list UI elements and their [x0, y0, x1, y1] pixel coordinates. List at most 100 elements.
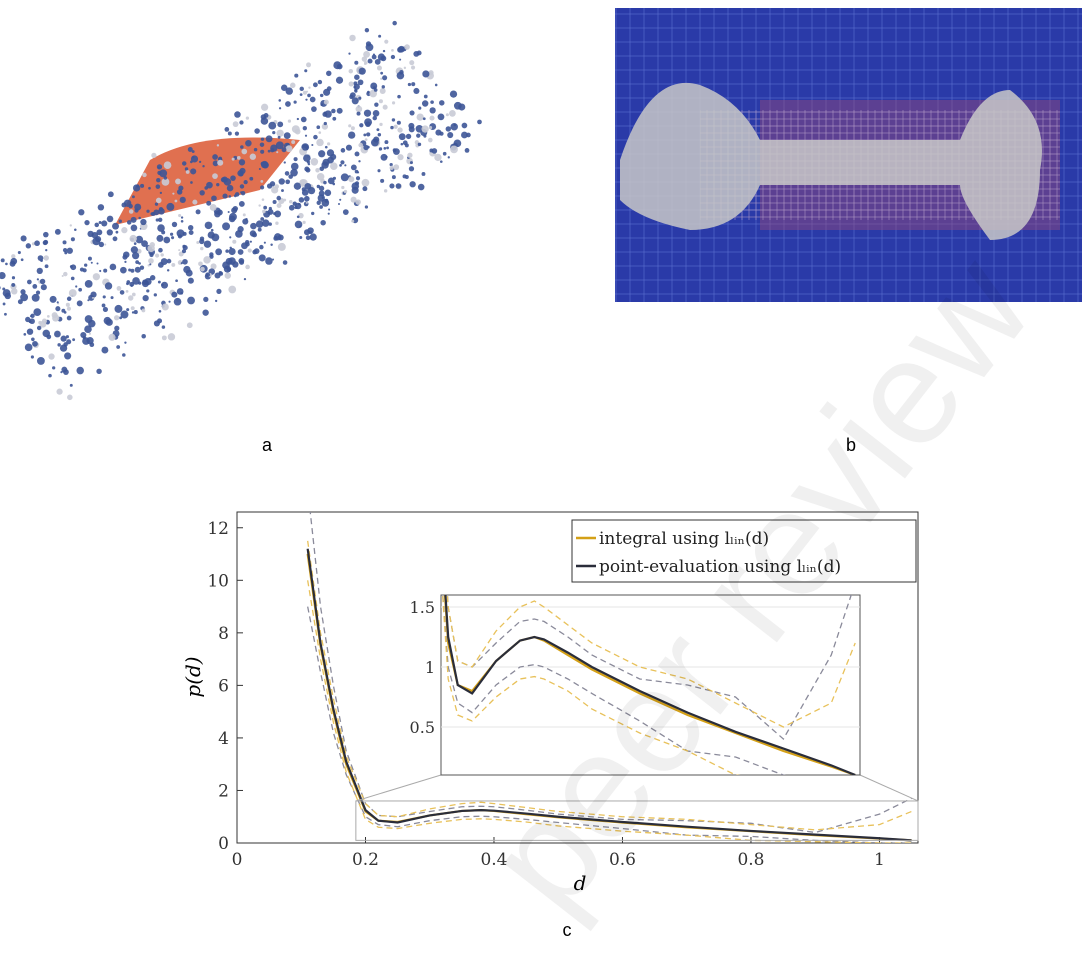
particle	[115, 230, 119, 234]
particle	[138, 281, 142, 285]
particle	[182, 258, 188, 265]
particle	[202, 165, 205, 168]
particle	[135, 235, 144, 244]
particle	[87, 230, 94, 238]
particle	[39, 278, 46, 285]
particle	[319, 93, 324, 98]
particle	[305, 235, 311, 241]
particle	[99, 269, 102, 273]
particle	[417, 183, 425, 191]
particle	[29, 318, 35, 325]
particle	[327, 177, 335, 185]
particle	[78, 209, 85, 216]
particle	[228, 215, 236, 223]
particle	[251, 232, 257, 238]
particle	[27, 279, 32, 285]
particle	[92, 237, 101, 246]
particle	[421, 125, 429, 133]
particle	[149, 275, 156, 281]
particle	[294, 220, 303, 229]
particle	[332, 116, 337, 121]
particle	[54, 330, 61, 338]
particle	[160, 253, 164, 257]
particle	[231, 157, 235, 161]
particle	[439, 100, 445, 106]
particle	[217, 159, 224, 166]
particle	[315, 168, 320, 173]
particle	[358, 160, 361, 163]
particle	[404, 143, 409, 148]
particle	[243, 179, 248, 185]
particle	[199, 160, 202, 164]
particle	[285, 101, 291, 107]
particle	[323, 99, 329, 105]
particle	[348, 81, 354, 87]
particle	[200, 266, 205, 272]
particle	[357, 79, 364, 86]
particle	[397, 127, 403, 133]
particle	[204, 221, 213, 230]
particle	[324, 189, 332, 197]
particle	[392, 20, 397, 26]
particle	[367, 90, 370, 94]
particle	[428, 70, 434, 76]
particle	[158, 207, 164, 212]
particle	[203, 296, 209, 302]
particle	[386, 146, 389, 150]
particle	[163, 236, 171, 244]
particle	[154, 202, 159, 206]
particle	[339, 198, 342, 201]
particle	[210, 263, 217, 270]
particle	[2, 289, 11, 298]
particle	[449, 90, 458, 98]
particle	[23, 332, 27, 336]
particle	[383, 189, 388, 193]
particle	[66, 296, 72, 302]
particle	[378, 34, 382, 38]
particle	[4, 312, 7, 316]
particle	[105, 318, 113, 326]
particle	[82, 335, 86, 340]
particle	[191, 150, 195, 153]
particle	[182, 244, 186, 249]
particle	[356, 171, 360, 174]
particle	[253, 248, 260, 255]
particle	[376, 128, 380, 132]
particle	[122, 353, 126, 357]
particle	[10, 257, 18, 265]
particle	[84, 280, 93, 288]
plot-area	[306, 512, 912, 843]
particle	[340, 160, 345, 165]
particle	[276, 203, 282, 209]
particle	[43, 231, 49, 238]
particle	[171, 221, 178, 228]
particle	[161, 177, 170, 186]
particle	[133, 310, 138, 315]
particle	[358, 142, 364, 148]
x-tick-label: 0.2	[352, 850, 379, 870]
particle	[66, 306, 71, 311]
particle	[311, 143, 314, 147]
particle	[390, 125, 394, 130]
particle	[450, 122, 458, 131]
particle	[76, 300, 83, 307]
particle	[222, 193, 228, 199]
particle	[299, 236, 303, 240]
particle	[293, 100, 297, 104]
particle	[29, 315, 33, 318]
particle	[2, 302, 6, 306]
particle	[384, 39, 389, 44]
particle	[123, 199, 132, 207]
particle	[373, 86, 376, 90]
particle	[159, 169, 168, 178]
particle	[323, 121, 327, 126]
particle	[96, 262, 99, 265]
particle	[312, 82, 318, 88]
particle	[227, 210, 230, 214]
particle	[161, 281, 169, 289]
particle	[265, 257, 273, 265]
particle	[239, 260, 245, 265]
particle	[310, 157, 319, 166]
particle	[212, 173, 218, 180]
particle	[31, 293, 40, 302]
